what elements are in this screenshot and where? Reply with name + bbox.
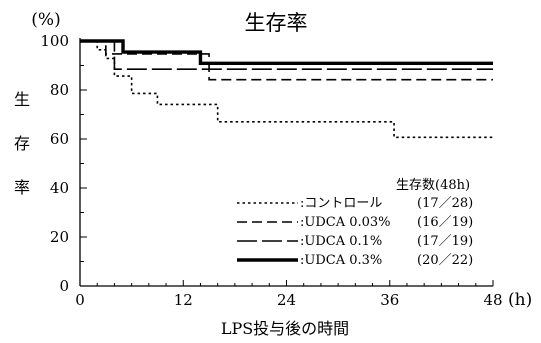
y-tick-label: 60 xyxy=(50,130,69,148)
survival-curve xyxy=(80,39,493,65)
x-tick-label: 36 xyxy=(380,291,399,309)
chart-title: 生存率 xyxy=(245,11,308,35)
y-axis-label-char: 率 xyxy=(14,178,30,197)
x-tick-label: 0 xyxy=(75,291,85,309)
legend-series-name: :UDCA 0.1% xyxy=(300,234,382,249)
y-tick-label: 100 xyxy=(40,32,69,50)
y-axis-label-char: 生 xyxy=(14,90,30,109)
ticks: 0 12 24 36 48 0 20 40 60 80 100 xyxy=(40,32,502,309)
legend-series-name: :コントロール xyxy=(300,196,382,211)
y-tick-label: 0 xyxy=(59,277,69,295)
legend-series-count: (16／19) xyxy=(417,215,473,230)
survival-curve xyxy=(80,40,493,81)
y-axis-label-char: 存 xyxy=(14,134,30,153)
x-axis-label: LPS投与後の時間 xyxy=(221,319,349,338)
legend-series-count: (17／19) xyxy=(417,234,473,249)
y-unit: (%) xyxy=(31,10,60,30)
x-unit: (h) xyxy=(508,290,532,310)
x-tick-label: 12 xyxy=(174,291,193,309)
legend-series-count: (20／22) xyxy=(417,253,473,268)
y-tick-label: 20 xyxy=(50,228,69,246)
y-tick-label: 80 xyxy=(50,81,69,99)
survival-curves xyxy=(80,39,493,139)
x-tick-label: 24 xyxy=(277,291,296,309)
legend-title: 生存数(48h) xyxy=(396,178,470,193)
legend-series-count: (17／28) xyxy=(417,196,473,211)
x-tick-label: 48 xyxy=(483,291,502,309)
legend: 生存数(48h) :コントロール (17／28) :UDCA 0.03% (16／19… xyxy=(237,178,473,268)
survival-curve xyxy=(80,40,493,139)
legend-series-name: :UDCA 0.3% xyxy=(300,253,382,268)
y-tick-label: 40 xyxy=(50,179,69,197)
legend-series-name: :UDCA 0.03% xyxy=(300,215,391,230)
